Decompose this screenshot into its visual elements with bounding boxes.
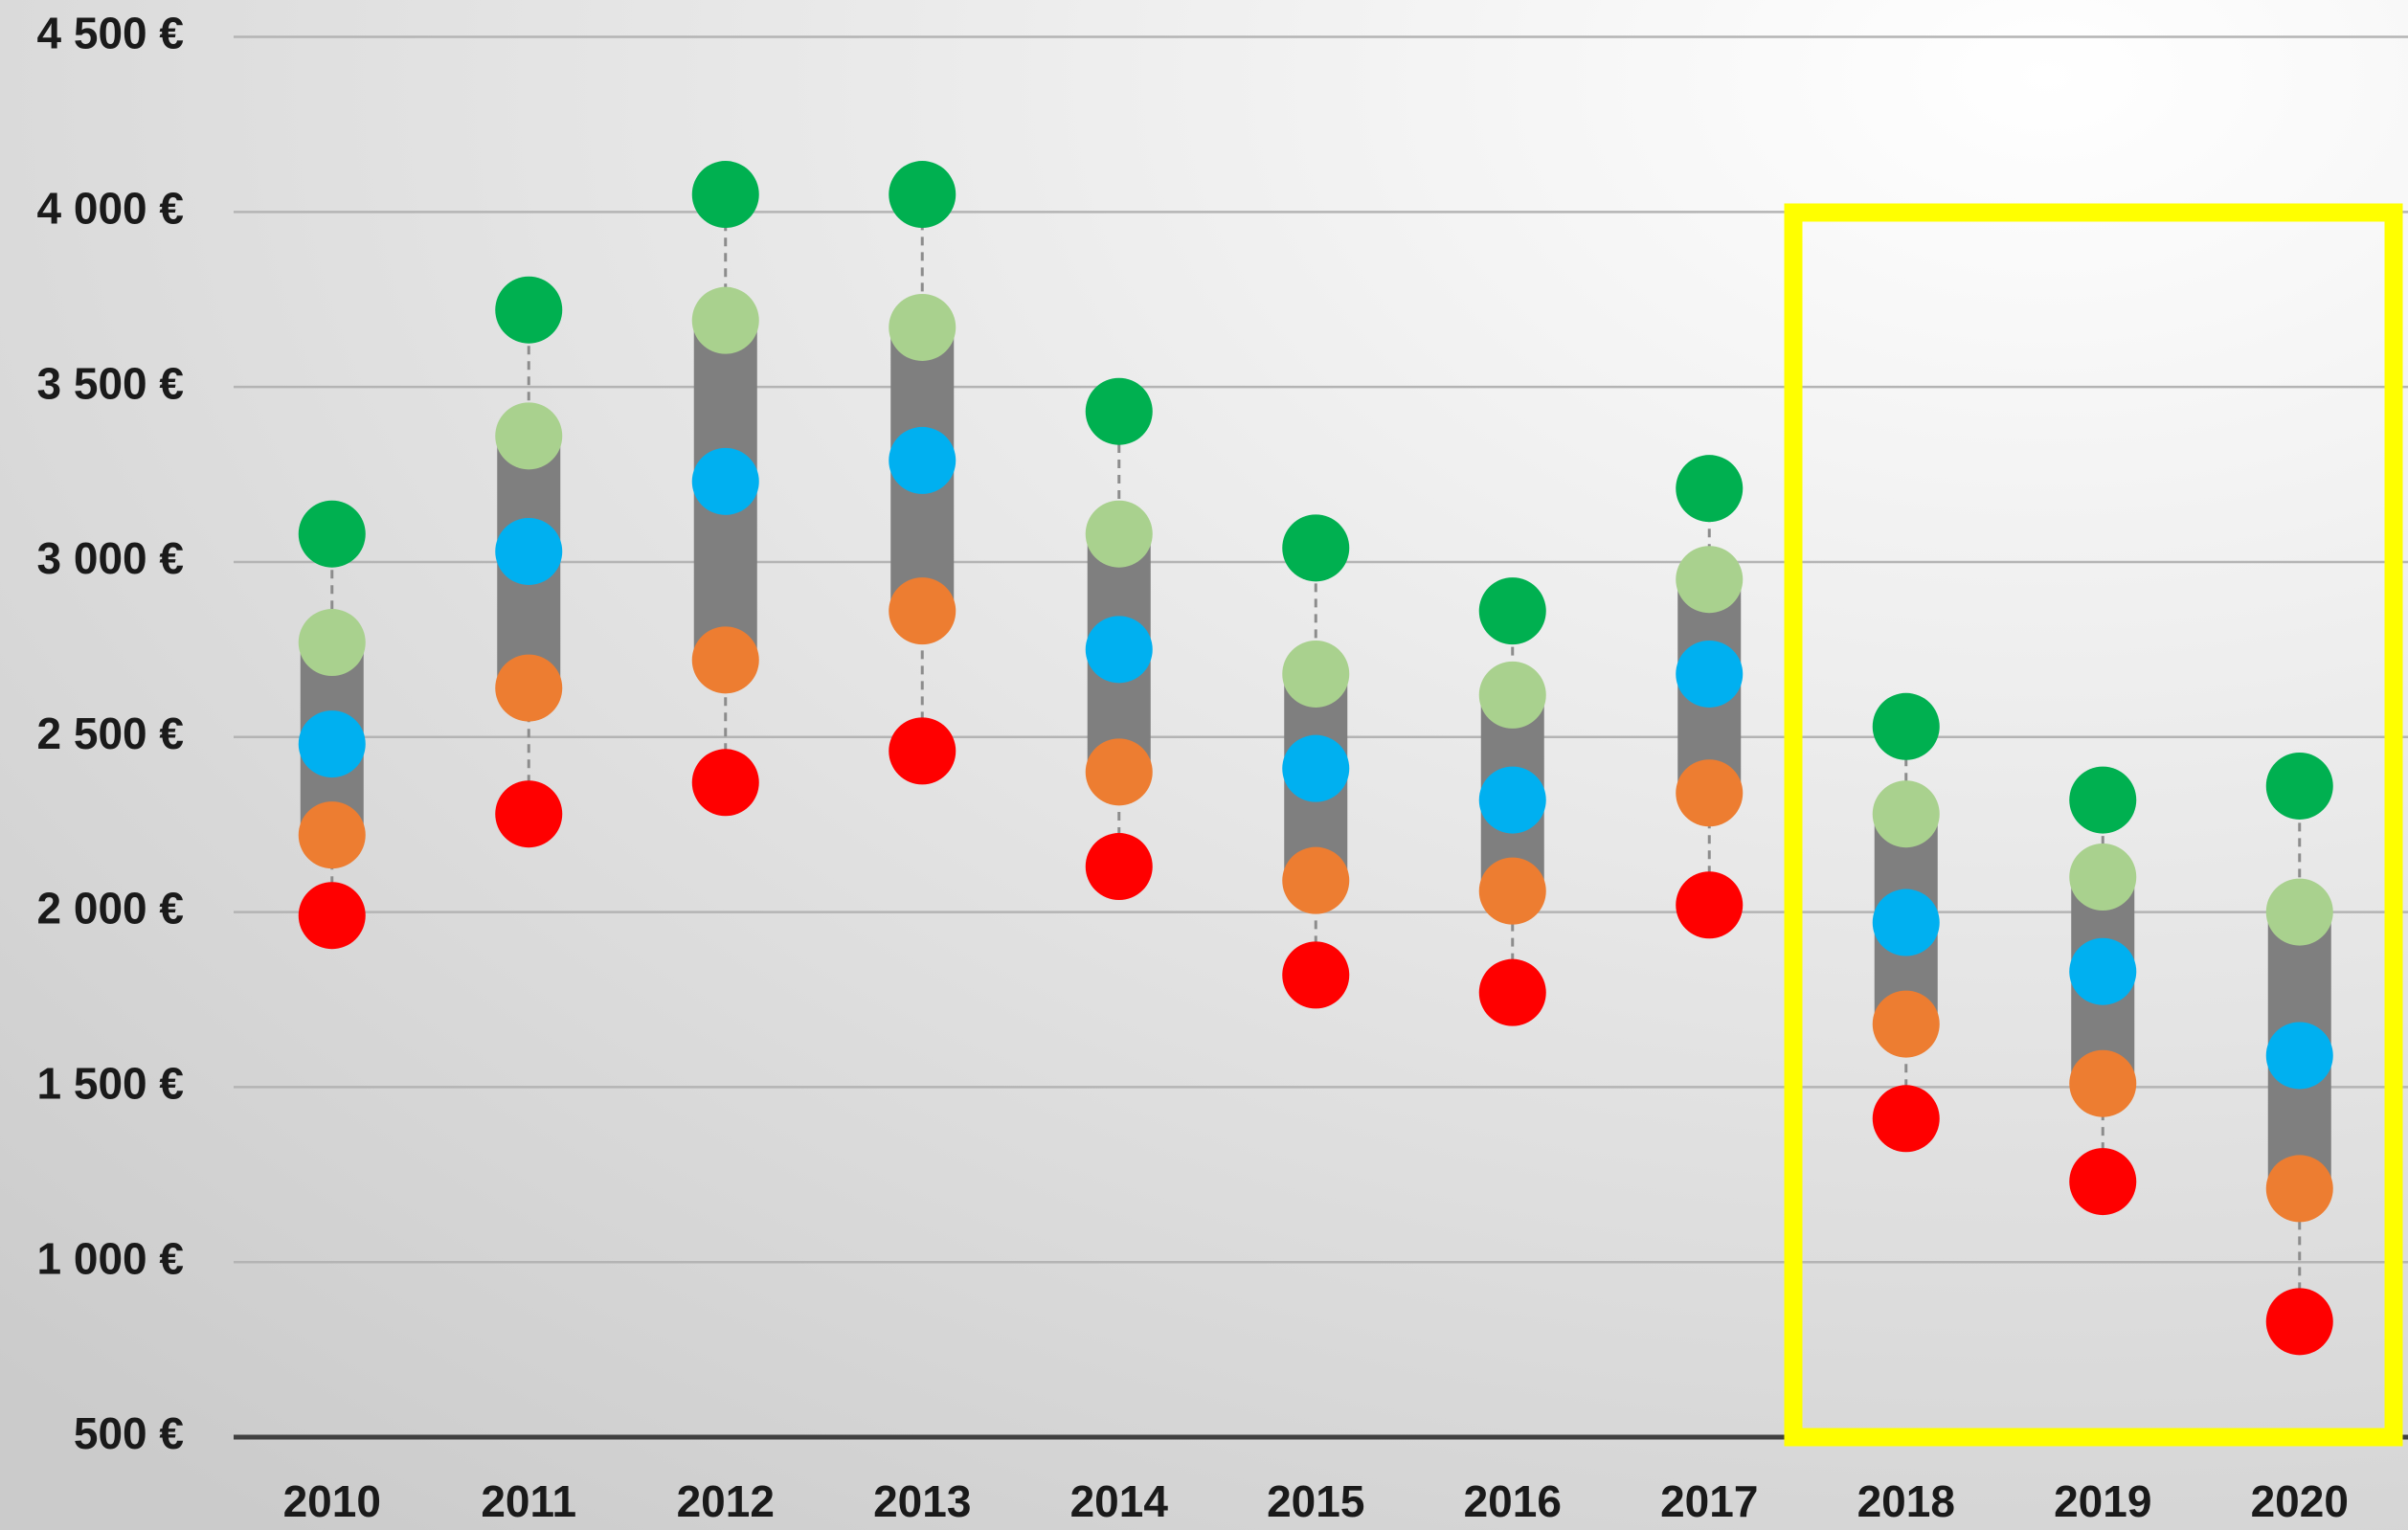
dot bbox=[2069, 1148, 2137, 1216]
dot bbox=[889, 293, 956, 361]
dot bbox=[1478, 766, 1546, 834]
x-tick-label: 2012 bbox=[677, 1476, 775, 1526]
dot bbox=[2069, 937, 2137, 1005]
dot bbox=[1676, 640, 1744, 708]
dot bbox=[1282, 734, 1350, 802]
dot bbox=[2069, 766, 2137, 834]
x-tick-label: 2011 bbox=[481, 1476, 576, 1526]
dot bbox=[298, 609, 366, 677]
y-tick-label: 4 500 € bbox=[37, 9, 184, 58]
grid: 500 € 1 000 € 1 500 € 2 000 € 2 500 € 3 000 €… bbox=[37, 9, 2408, 1526]
dot bbox=[1478, 958, 1546, 1026]
dot bbox=[1085, 833, 1153, 901]
dot bbox=[889, 161, 956, 229]
x-tick-label: 2019 bbox=[2054, 1476, 2151, 1526]
x-tick-label: 2010 bbox=[283, 1476, 381, 1526]
dot bbox=[1282, 846, 1350, 914]
dot bbox=[1872, 889, 1940, 956]
dot bbox=[1676, 759, 1744, 827]
dot bbox=[889, 426, 956, 494]
y-tick-label: 4 000 € bbox=[37, 183, 184, 233]
x-tick-label: 2020 bbox=[2251, 1476, 2349, 1526]
y-tick-label: 3 000 € bbox=[37, 533, 184, 583]
dot bbox=[1085, 616, 1153, 684]
dot bbox=[2265, 752, 2333, 820]
x-tick-label: 2014 bbox=[1070, 1476, 1169, 1526]
dot bbox=[1085, 377, 1153, 445]
dot bbox=[298, 801, 366, 869]
dot bbox=[1872, 1085, 1940, 1153]
dot bbox=[691, 626, 759, 694]
dot bbox=[1676, 455, 1744, 523]
x-tick-label: 2016 bbox=[1464, 1476, 1562, 1526]
dot bbox=[2069, 844, 2137, 911]
marks bbox=[298, 161, 2333, 1356]
x-tick-label: 2013 bbox=[873, 1476, 971, 1526]
x-tick-label: 2018 bbox=[1857, 1476, 1955, 1526]
dot bbox=[1478, 577, 1546, 645]
dot bbox=[1282, 941, 1350, 1009]
dot bbox=[495, 780, 563, 848]
dot bbox=[1872, 780, 1940, 848]
dot bbox=[1282, 514, 1350, 582]
x-tick-label: 2017 bbox=[1660, 1476, 1758, 1526]
dot bbox=[495, 276, 563, 344]
dot bbox=[1676, 546, 1744, 614]
dot bbox=[1282, 640, 1350, 708]
highlight-box bbox=[1784, 203, 2403, 1447]
y-tick-label: 2 000 € bbox=[37, 884, 184, 934]
y-tick-label: 1 500 € bbox=[37, 1059, 184, 1109]
dot bbox=[1478, 857, 1546, 925]
dot bbox=[495, 402, 563, 470]
dot bbox=[691, 749, 759, 817]
dot bbox=[1872, 692, 1940, 760]
dot bbox=[1085, 500, 1153, 568]
y-tick-label: 3 500 € bbox=[37, 358, 184, 408]
dot bbox=[889, 577, 956, 645]
dot bbox=[2069, 1049, 2137, 1117]
dot bbox=[691, 447, 759, 515]
y-tick-label: 500 € bbox=[74, 1408, 184, 1458]
dot bbox=[495, 517, 563, 585]
x-tick-label: 2015 bbox=[1267, 1476, 1364, 1526]
dot bbox=[2265, 878, 2333, 946]
dot bbox=[2265, 1022, 2333, 1090]
dot bbox=[298, 500, 366, 568]
dot bbox=[691, 161, 759, 229]
y-tick-label: 2 500 € bbox=[37, 709, 184, 758]
dot bbox=[2265, 1155, 2333, 1223]
dot bbox=[298, 710, 366, 778]
y-tick-label: 1 000 € bbox=[37, 1233, 184, 1283]
dot bbox=[889, 717, 956, 785]
dot bbox=[1478, 661, 1546, 729]
dot bbox=[691, 286, 759, 354]
dot bbox=[1676, 871, 1744, 939]
dot bbox=[2265, 1288, 2333, 1356]
dot bbox=[1872, 990, 1940, 1058]
dot bbox=[1085, 738, 1153, 806]
dot bbox=[495, 654, 563, 722]
dot bbox=[298, 882, 366, 950]
